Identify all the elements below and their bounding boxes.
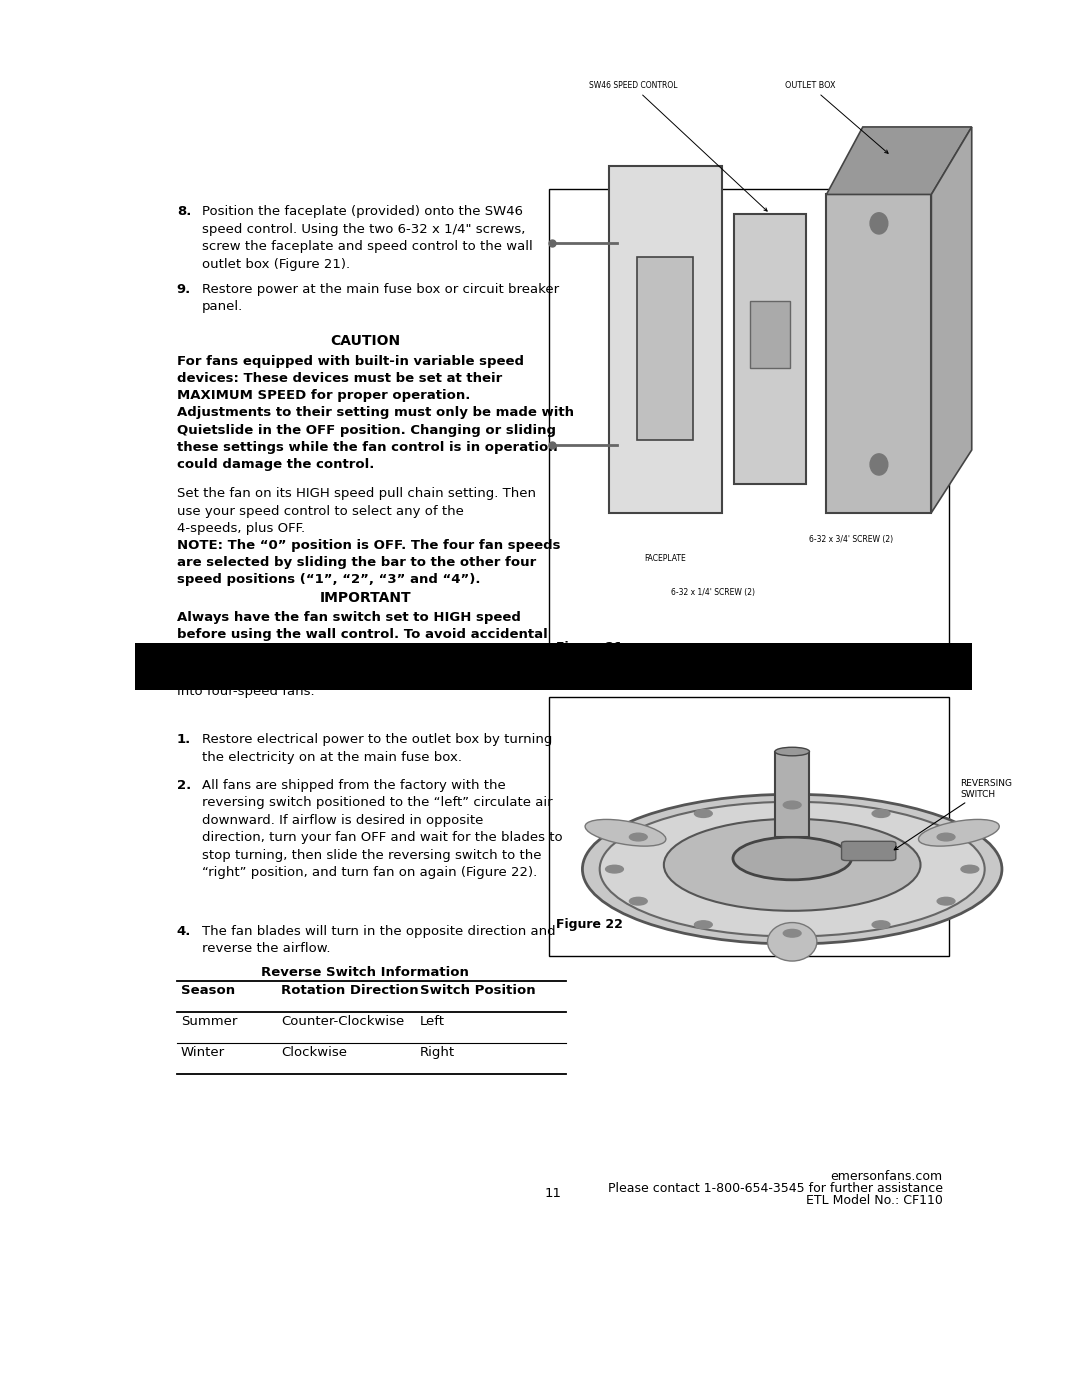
Circle shape: [694, 921, 712, 929]
Text: 6-32 x 3/4' SCREW (2): 6-32 x 3/4' SCREW (2): [809, 535, 893, 543]
Text: Restore electrical power to the outlet box by turning
the electricity on at the : Restore electrical power to the outlet b…: [202, 733, 552, 764]
Circle shape: [694, 810, 712, 817]
Text: 6-32 x 1/4' SCREW (2): 6-32 x 1/4' SCREW (2): [672, 588, 756, 597]
Ellipse shape: [768, 922, 816, 961]
Circle shape: [630, 897, 647, 905]
Text: emersonfans.com: emersonfans.com: [831, 1171, 943, 1183]
Circle shape: [937, 897, 955, 905]
FancyBboxPatch shape: [637, 257, 693, 440]
Circle shape: [873, 921, 890, 929]
Text: All fans are shipped from the factory with the
reversing switch positioned to th: All fans are shipped from the factory wi…: [202, 778, 563, 879]
Text: 1.: 1.: [177, 733, 191, 746]
Text: Winter: Winter: [181, 1046, 225, 1059]
Circle shape: [937, 833, 955, 841]
FancyBboxPatch shape: [750, 300, 791, 367]
FancyBboxPatch shape: [826, 194, 931, 513]
Text: NOTE: The “0” position is OFF. The four fan speeds
are selected by sliding the b: NOTE: The “0” position is OFF. The four …: [177, 539, 561, 587]
Polygon shape: [931, 127, 972, 513]
Text: Set the fan on its HIGH speed pull chain setting. Then
use your speed control to: Set the fan on its HIGH speed pull chain…: [177, 488, 536, 535]
Text: 9.: 9.: [177, 282, 191, 296]
Circle shape: [630, 833, 647, 841]
Text: For fans equipped with built-in variable speed
devices: These devices must be se: For fans equipped with built-in variable…: [177, 355, 573, 471]
Text: Position the faceplate (provided) onto the SW46
speed control. Using the two 6-3: Position the faceplate (provided) onto t…: [202, 205, 532, 271]
Text: REVERSING
SWITCH: REVERSING SWITCH: [894, 780, 1012, 849]
Text: Using Your Ceiling Fan: Using Your Ceiling Fan: [387, 655, 720, 682]
Ellipse shape: [585, 820, 666, 847]
Text: Right: Right: [419, 1046, 455, 1059]
Text: SW46 SPEED CONTROL: SW46 SPEED CONTROL: [589, 81, 767, 211]
Text: Clockwise: Clockwise: [282, 1046, 348, 1059]
Text: The fan blades will turn in the opposite direction and
reverse the airflow.: The fan blades will turn in the opposite…: [202, 925, 555, 956]
Text: Left: Left: [419, 1016, 445, 1028]
Ellipse shape: [599, 802, 985, 936]
Text: IMPORTANT: IMPORTANT: [320, 591, 411, 605]
Text: Summer: Summer: [181, 1016, 238, 1028]
Text: OUTLET BOX: OUTLET BOX: [785, 81, 888, 154]
Text: 4.: 4.: [177, 925, 191, 937]
Bar: [550, 697, 948, 956]
Circle shape: [870, 212, 888, 233]
Text: Restore power at the main fuse box or circuit breaker
panel.: Restore power at the main fuse box or ci…: [202, 282, 559, 313]
FancyBboxPatch shape: [775, 752, 809, 837]
Text: Figure 21: Figure 21: [556, 641, 623, 654]
Text: Always have the fan switch set to HIGH speed
before using the wall control. To a: Always have the fan switch set to HIGH s…: [177, 610, 559, 675]
Text: FACEPLATE: FACEPLATE: [644, 553, 686, 563]
Bar: [135, 643, 972, 690]
Circle shape: [606, 865, 623, 873]
Circle shape: [783, 800, 801, 809]
Text: ETL Model No.: CF110: ETL Model No.: CF110: [806, 1194, 943, 1207]
Circle shape: [873, 810, 890, 817]
Text: CAUTION: CAUTION: [330, 334, 401, 348]
FancyBboxPatch shape: [733, 214, 807, 483]
Text: Reverse Switch Information: Reverse Switch Information: [261, 965, 469, 979]
FancyBboxPatch shape: [841, 841, 895, 861]
FancyBboxPatch shape: [609, 165, 721, 513]
Text: 8.: 8.: [177, 205, 191, 218]
Text: The SW46 speed control turns all Emerson Ceiling Fans
into four-speed fans.: The SW46 speed control turns all Emerson…: [177, 668, 544, 698]
Circle shape: [783, 929, 801, 937]
Text: Please contact 1-800-654-3545 for further assistance: Please contact 1-800-654-3545 for furthe…: [608, 1182, 943, 1194]
Text: Season: Season: [181, 983, 235, 997]
Circle shape: [870, 454, 888, 475]
Text: 2.: 2.: [177, 778, 191, 792]
Circle shape: [961, 865, 978, 873]
Text: Switch Position: Switch Position: [419, 983, 536, 997]
Text: Counter-Clockwise: Counter-Clockwise: [282, 1016, 405, 1028]
Ellipse shape: [775, 747, 809, 756]
Polygon shape: [826, 127, 972, 194]
Text: 11: 11: [545, 1187, 562, 1200]
Bar: [550, 189, 948, 671]
Ellipse shape: [582, 795, 1002, 944]
Text: Rotation Direction: Rotation Direction: [282, 983, 419, 997]
Text: Figure 22: Figure 22: [556, 918, 623, 932]
Ellipse shape: [733, 837, 851, 880]
Ellipse shape: [918, 820, 999, 847]
Ellipse shape: [664, 819, 920, 911]
